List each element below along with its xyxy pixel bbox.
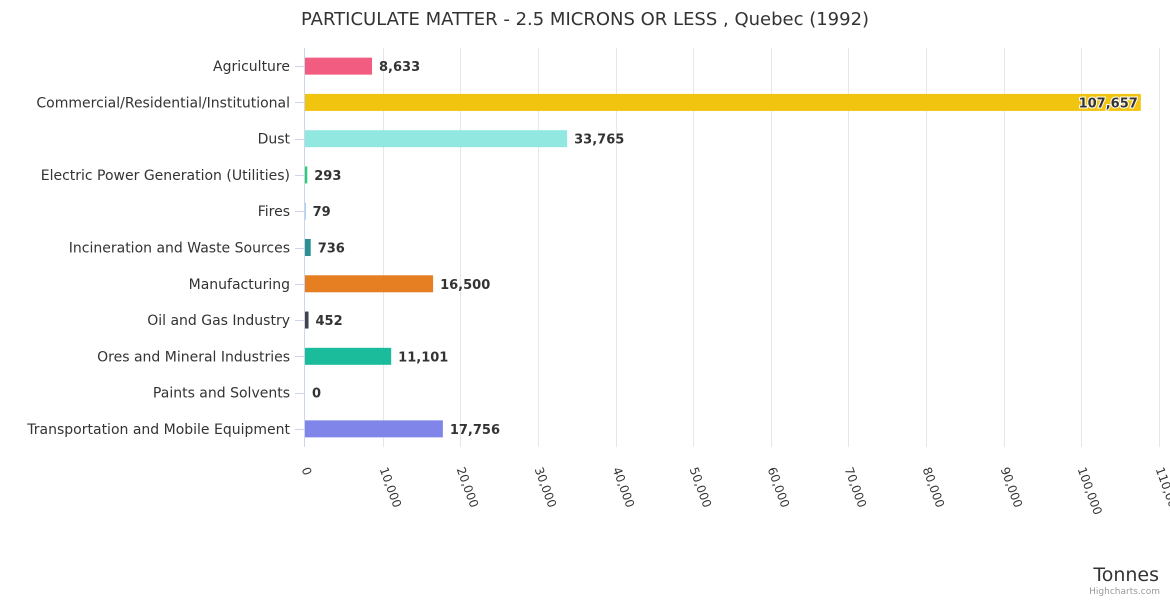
bar[interactable] (305, 57, 373, 75)
data-label: 452 (316, 314, 343, 329)
value-axis-title: Tonnes (1092, 564, 1159, 586)
bar-series (305, 57, 1141, 438)
credits-link[interactable]: Highcharts.com (1089, 587, 1160, 597)
data-label: 0 (312, 387, 321, 402)
category-label: Electric Power Generation (Utilities) (41, 168, 290, 184)
value-tick-label: 40,000 (610, 465, 638, 509)
value-tick-label: 80,000 (920, 465, 948, 509)
data-label: 8,633 (379, 60, 420, 75)
data-label: 33,765 (574, 133, 624, 148)
value-tick-label: 30,000 (532, 465, 560, 509)
category-label: Ores and Mineral Industries (97, 349, 290, 365)
bar[interactable] (305, 311, 309, 329)
value-tick-label: 100,000 (1075, 465, 1105, 516)
bar[interactable] (305, 420, 443, 438)
data-label: 107,657 (1079, 96, 1138, 111)
category-label: Manufacturing (189, 277, 290, 293)
value-tick-label: 60,000 (765, 465, 793, 509)
bar[interactable] (305, 202, 306, 220)
data-labels: 8,633 107,657 33,765 293 79 736 16,500 452 11,10… (312, 60, 1139, 438)
data-label: 11,101 (398, 350, 448, 365)
value-tick-label: 20,000 (454, 465, 482, 509)
value-tick-label: 110,000 (1153, 465, 1170, 516)
category-axis: Agriculture Commercial/Residential/Instit… (26, 48, 305, 447)
value-tick-label: 90,000 (998, 465, 1026, 509)
category-label: Agriculture (213, 59, 290, 75)
category-label: Incineration and Waste Sources (69, 241, 290, 257)
category-label: Paints and Solvents (153, 386, 290, 402)
data-label: 79 (313, 205, 331, 220)
category-label: Dust (258, 132, 291, 148)
value-tick-label: 10,000 (377, 465, 405, 509)
chart-title: PARTICULATE MATTER - 2.5 MICRONS OR LESS… (301, 9, 869, 30)
value-axis: 0 10,000 20,000 30,000 40,000 50,000 60,000 70,… (299, 465, 1170, 516)
grid-lines (383, 48, 1160, 447)
data-label: 293 (314, 169, 341, 184)
bar[interactable] (305, 130, 568, 148)
bar[interactable] (305, 275, 434, 293)
bar[interactable] (305, 239, 311, 256)
data-label: 736 (318, 242, 345, 257)
bar[interactable] (305, 93, 1141, 111)
bar[interactable] (305, 166, 308, 184)
bar[interactable] (305, 347, 392, 365)
value-tick-label: 70,000 (842, 465, 870, 509)
category-label: Commercial/Residential/Institutional (36, 95, 290, 111)
category-label: Transportation and Mobile Equipment (26, 422, 290, 438)
value-tick-label: 0 (299, 465, 315, 477)
category-label: Oil and Gas Industry (147, 313, 290, 329)
data-label: 16,500 (440, 278, 490, 293)
value-tick-label: 50,000 (687, 465, 715, 509)
data-label: 17,756 (450, 423, 500, 438)
category-label: Fires (258, 204, 290, 220)
